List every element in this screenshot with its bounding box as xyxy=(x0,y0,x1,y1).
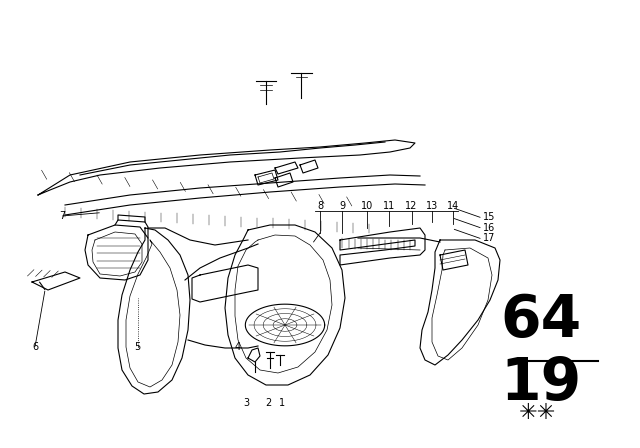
Text: 64: 64 xyxy=(500,293,581,349)
Text: 4: 4 xyxy=(235,342,241,352)
Text: 3: 3 xyxy=(243,398,250,408)
Text: 14: 14 xyxy=(447,201,460,211)
Text: 19: 19 xyxy=(500,355,581,412)
Text: 16: 16 xyxy=(483,223,495,233)
Text: 10: 10 xyxy=(360,201,373,211)
Text: 2: 2 xyxy=(266,398,272,408)
Text: 7: 7 xyxy=(60,211,66,221)
Text: 13: 13 xyxy=(426,201,438,211)
Text: 5: 5 xyxy=(134,342,141,352)
Text: 12: 12 xyxy=(405,201,418,211)
Text: 8: 8 xyxy=(317,201,323,211)
Text: 9: 9 xyxy=(339,201,346,211)
Text: 6: 6 xyxy=(32,342,38,352)
Text: 17: 17 xyxy=(483,233,495,243)
Text: 15: 15 xyxy=(483,212,495,222)
Text: 1: 1 xyxy=(278,398,285,408)
Text: ✳✳: ✳✳ xyxy=(519,403,556,423)
Text: 11: 11 xyxy=(383,201,396,211)
